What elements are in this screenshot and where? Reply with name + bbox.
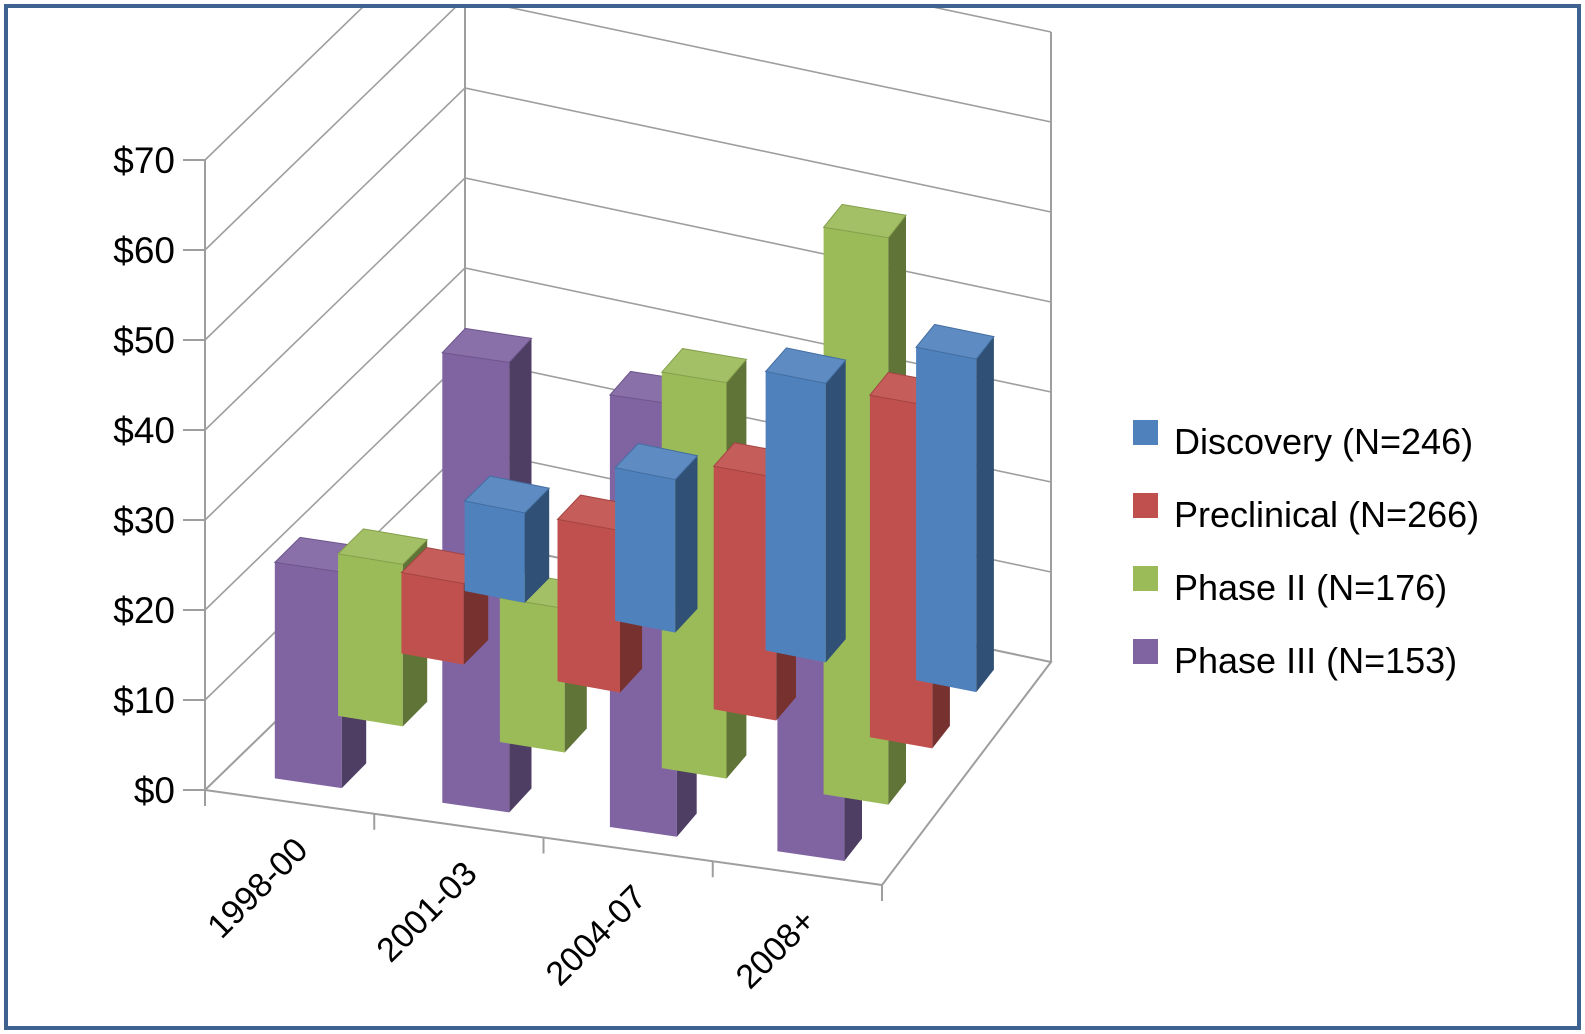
y-tick-label: $20 bbox=[113, 590, 175, 631]
bar-top-face bbox=[441, 327, 533, 363]
bar-side-face bbox=[976, 336, 994, 693]
y-axis-tick-labels: $0 $10 $20 $30 $40 $50 $60 $70 bbox=[113, 140, 175, 811]
bar-discovery-2001-03 bbox=[614, 442, 699, 633]
bar-front-face bbox=[274, 562, 342, 789]
bar-front-face bbox=[464, 501, 525, 603]
legend-swatch bbox=[1133, 639, 1158, 664]
bar-top-face bbox=[337, 528, 429, 565]
y-tick-label: $30 bbox=[113, 500, 175, 541]
bar-top-face bbox=[915, 323, 995, 360]
bar-top-face bbox=[764, 347, 847, 384]
y-tick-label: $50 bbox=[113, 320, 175, 361]
legend-item: Phase III (N=153) bbox=[1133, 639, 1457, 681]
x-tick-label: 2008+ bbox=[729, 902, 823, 996]
gridline bbox=[204, 87, 1052, 341]
bar-top-face bbox=[463, 475, 551, 514]
legend-swatch bbox=[1133, 566, 1158, 591]
bar-front-face bbox=[916, 347, 977, 693]
bar-discovery-2004-07 bbox=[764, 347, 847, 663]
bar-discovery-2008+ bbox=[915, 323, 995, 693]
bar-front-face bbox=[713, 466, 777, 721]
bar-top-face bbox=[614, 442, 699, 481]
legend-label: Discovery (N=246) bbox=[1174, 421, 1473, 462]
gridline bbox=[204, 8, 1052, 161]
bar-top-face bbox=[660, 348, 748, 384]
x-tick-label: 2001-03 bbox=[369, 854, 484, 969]
bars bbox=[273, 203, 995, 861]
y-tick-label: $60 bbox=[113, 230, 175, 271]
bar-front-face bbox=[765, 371, 826, 663]
x-tick-label: 1998-00 bbox=[200, 831, 315, 946]
bar-front-face bbox=[615, 467, 676, 633]
legend-label: Phase II (N=176) bbox=[1174, 567, 1447, 608]
legend-label: Phase III (N=153) bbox=[1174, 640, 1457, 681]
x-tick-label: 2004-07 bbox=[539, 878, 654, 993]
y-tick-label: $10 bbox=[113, 680, 175, 721]
legend-label: Preclinical (N=266) bbox=[1174, 494, 1479, 535]
bar-front-face bbox=[401, 572, 464, 665]
bar-side-face bbox=[524, 488, 550, 603]
bar-front-face bbox=[557, 519, 620, 693]
bar-top-face bbox=[822, 203, 907, 239]
legend: Discovery (N=246) Preclinical (N=266) Phas… bbox=[1133, 420, 1479, 681]
chart-frame: $0 $10 $20 $30 $40 $50 $60 $70 1998-00 2001-03 20… bbox=[4, 4, 1581, 1030]
y-tick-label: $70 bbox=[113, 140, 175, 181]
bar-side-face bbox=[825, 360, 846, 663]
legend-item: Preclinical (N=266) bbox=[1133, 493, 1479, 535]
bar-chart-3d: $0 $10 $20 $30 $40 $50 $60 $70 1998-00 2001-03 20… bbox=[113, 8, 1479, 996]
bar-side-face bbox=[675, 455, 698, 633]
bar-front-face bbox=[338, 553, 403, 727]
y-tick-label: $40 bbox=[113, 410, 175, 451]
gridline bbox=[204, 8, 1052, 251]
bar-discovery-1998-00 bbox=[463, 475, 551, 603]
bar-front-face bbox=[499, 598, 565, 753]
legend-item: Phase II (N=176) bbox=[1133, 566, 1447, 608]
legend-swatch bbox=[1133, 493, 1158, 518]
y-tick-label: $0 bbox=[134, 770, 175, 811]
legend-item: Discovery (N=246) bbox=[1133, 420, 1473, 462]
legend-swatch bbox=[1133, 420, 1158, 445]
